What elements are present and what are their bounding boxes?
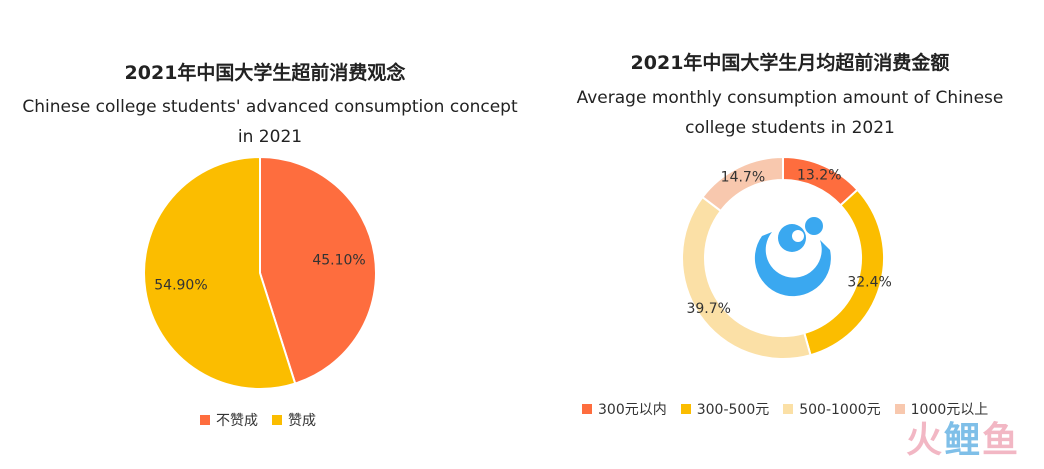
watermark-char-3: 鱼 <box>981 420 1020 461</box>
left-chart-subtitle-line1: Chinese college students' advanced consu… <box>22 97 518 117</box>
right-chart-title: 2021年中国大学生月均超前消费金额 <box>630 52 950 74</box>
legend-item-500-1000[interactable]: 500-1000元 <box>783 399 881 419</box>
right-donut-data-label-0: 13.2% <box>797 168 841 184</box>
watermark-logo: 火鲤鱼 <box>906 411 1020 463</box>
legend-swatch-500-1000 <box>783 404 794 414</box>
legend-label-300-500: 300-500元 <box>696 402 770 418</box>
legend-swatch-300-500 <box>680 404 691 414</box>
legend-item-over-1000[interactable]: 1000元以上 <box>894 399 989 419</box>
legend-item-under-300[interactable]: 300元以内 <box>582 399 667 419</box>
right-chart-subtitle: Average monthly consumption amount of Ch… <box>550 83 1030 143</box>
watermark-char-2: 鲤 <box>943 420 982 461</box>
left-pie-data-label-0: 45.10% <box>312 253 365 269</box>
center-logo-icon <box>754 217 831 297</box>
left-pie-slice-0[interactable] <box>259 155 377 385</box>
right-chart-subtitle-line1: Average monthly consumption amount of Ch… <box>576 88 1004 108</box>
right-chart-subtitle-line2: college students in 2021 <box>685 118 895 138</box>
left-pie-data-label-1: 54.90% <box>154 277 207 293</box>
left-pie-chart: 45.10% 54.90% <box>143 155 377 390</box>
watermark-char-1: 火 <box>905 420 944 461</box>
legend-swatch-approve <box>272 415 282 425</box>
right-donut-data-label-2: 39.7% <box>686 301 730 317</box>
left-chart-legend: 不赞成 赞成 <box>200 410 330 430</box>
legend-item-300-500[interactable]: 300-500元 <box>680 399 770 419</box>
legend-label-oppose: 不赞成 <box>216 413 258 429</box>
legend-item-approve[interactable]: 赞成 <box>272 410 316 430</box>
left-pie-slice-1[interactable] <box>143 155 297 390</box>
legend-label-approve: 赞成 <box>288 413 316 429</box>
legend-item-oppose[interactable]: 不赞成 <box>200 410 258 430</box>
legend-swatch-under-300 <box>582 404 592 414</box>
left-chart-subtitle: Chinese college students' advanced consu… <box>10 92 530 152</box>
right-donut-data-label-3: 14.7% <box>721 169 765 185</box>
left-chart-panel: 2021年中国大学生超前消费观念 Chinese college student… <box>10 62 530 430</box>
left-chart-title: 2021年中国大学生超前消费观念 <box>124 62 406 84</box>
right-donut-data-label-1: 32.4% <box>847 275 891 291</box>
legend-swatch-over-1000 <box>894 404 905 414</box>
legend-swatch-oppose <box>200 415 210 425</box>
right-chart-legend: 300元以内 300-500元 500-1000元 1000元以上 <box>582 399 1002 419</box>
legend-label-under-300: 300元以内 <box>598 402 667 418</box>
right-donut-chart: 13.2% 32.4% 39.7% 14.7% <box>681 155 892 360</box>
left-chart-subtitle-line2: in 2021 <box>237 127 303 147</box>
legend-label-over-1000: 1000元以上 <box>910 402 989 418</box>
legend-label-500-1000: 500-1000元 <box>799 402 881 418</box>
right-chart-panel: 2021年中国大学生月均超前消费金额 Average monthly consu… <box>530 0 1044 469</box>
right-donut-slice-3[interactable] <box>701 155 784 213</box>
